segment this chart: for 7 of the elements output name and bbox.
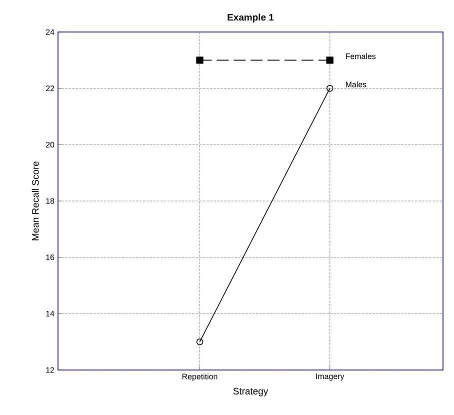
chart-title: Example 1 <box>228 14 274 23</box>
point <box>196 56 204 64</box>
point <box>326 84 334 92</box>
point <box>196 338 204 346</box>
y-axis-title: Mean Recall Score <box>32 161 39 240</box>
point <box>326 56 334 64</box>
x-axis-title: Strategy <box>233 388 268 396</box>
